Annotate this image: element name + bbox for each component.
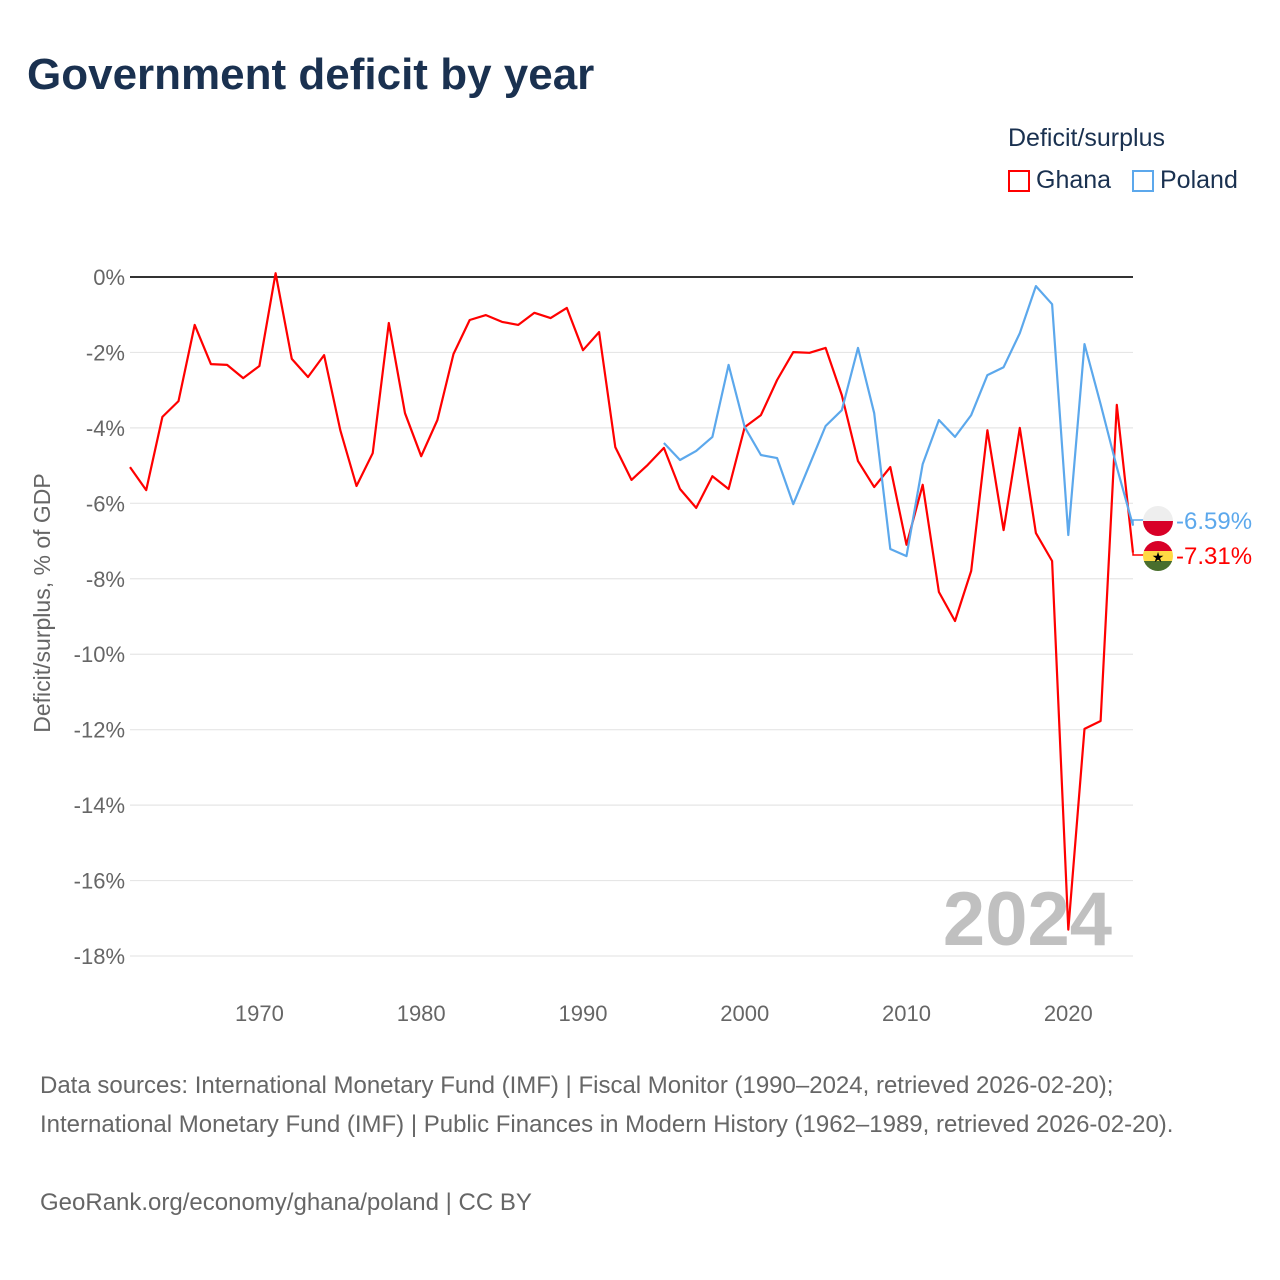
ghana-flag-icon [1143,561,1173,571]
end-value-label-poland: -6.59% [1176,508,1252,535]
y-tick-label: -18% [74,944,125,969]
x-tick-label: 1970 [235,1001,284,1026]
y-tick-label: -14% [74,793,125,818]
y-tick-label: -6% [86,491,125,516]
poland-flag-icon [1143,506,1173,521]
legend-title: Deficit/surplus [1008,124,1165,152]
y-tick-label: -12% [74,718,125,743]
end-connector [1132,519,1148,526]
chart-title: Government deficit by year [27,50,595,99]
y-tick-label: -2% [86,340,125,365]
data-sources: Data sources: International Monetary Fun… [40,1072,1174,1138]
y-tick-label: -16% [74,869,125,894]
series-line-ghana [129,272,1135,931]
legend-label-poland: Poland [1160,166,1238,194]
poland-flag-icon [1143,521,1173,536]
series-line-poland [663,285,1135,558]
legend-swatch-ghana [1008,169,1030,192]
x-tick-label: 2020 [1044,1001,1093,1026]
ghana-flag-icon [1143,541,1173,551]
y-tick-label: -8% [86,567,125,592]
y-tick-label: -4% [86,416,125,441]
legend-label-ghana: Ghana [1036,166,1112,194]
y-tick-label: 0% [93,265,125,290]
ghana-star-icon: ★ [1152,550,1165,566]
x-tick-label: 1990 [558,1001,607,1026]
end-connector [1132,552,1148,556]
x-tick-label: 2000 [720,1001,769,1026]
x-tick-label: 2010 [882,1001,931,1026]
ghana-flag-icon [1143,551,1173,561]
legend-item-poland[interactable]: Poland [1132,166,1238,195]
credit-link[interactable]: GeoRank.org/economy/ghana/poland | CC BY [40,1189,532,1216]
y-axis-label: Deficit/surplus, % of GDP [29,473,55,732]
x-tick-label: 1980 [397,1001,446,1026]
legend-item-ghana[interactable]: Ghana [1008,166,1111,195]
year-watermark: 2024 [943,877,1112,962]
line-chart: 2024 0% -2% -4% -6% -8% -10% -12% -14% -16% -18% 19… [29,265,1252,1026]
end-value-label-ghana: -7.31% [1176,543,1252,570]
y-tick-label: -10% [74,642,125,667]
legend-swatch-poland [1132,169,1154,192]
